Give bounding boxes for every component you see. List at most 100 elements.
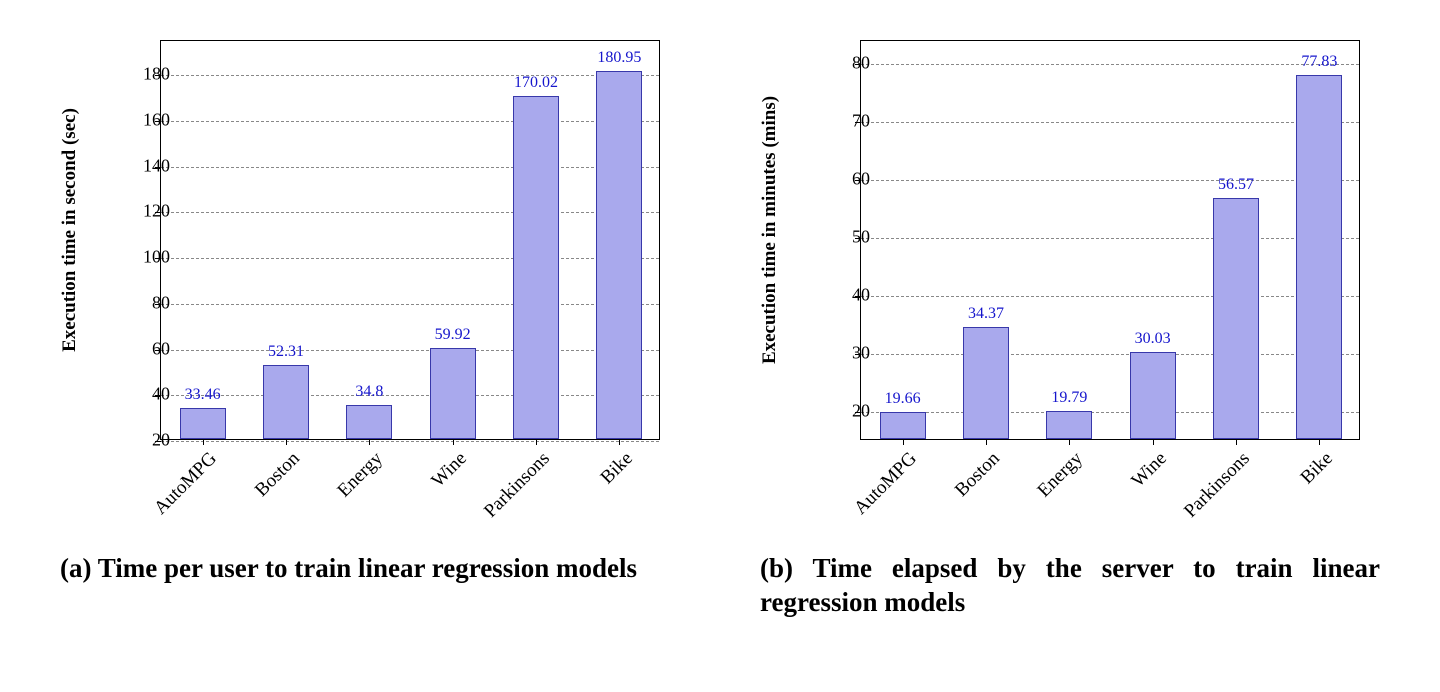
ytick-label: 180 [110, 64, 170, 85]
ytick-label: 60 [810, 169, 870, 190]
panel-a: 33.46 52.31 34.8 59.92 170.02 180.95 Executio… [60, 20, 680, 620]
gridline [861, 64, 1359, 65]
ytick-label: 40 [810, 285, 870, 306]
bar-rect [1213, 198, 1259, 439]
ytick-label: 20 [810, 401, 870, 422]
bar-rect [430, 348, 476, 439]
bar-value-label: 59.92 [421, 326, 485, 344]
bar-rect [596, 71, 642, 439]
xtick-mark [536, 439, 537, 445]
xtick-mark [453, 439, 454, 445]
xtick-mark [903, 439, 904, 445]
bar-value-label: 56.57 [1204, 176, 1268, 194]
gridline [861, 412, 1359, 413]
gridline [161, 258, 659, 259]
ytick-label: 80 [110, 292, 170, 313]
bar-value-label: 77.83 [1287, 53, 1351, 71]
bar-value-label: 19.66 [871, 390, 935, 408]
bar: 19.66 [880, 412, 926, 439]
bar-value-label: 30.03 [1121, 330, 1185, 348]
xtick-mark [1153, 439, 1154, 445]
ytick-label: 120 [110, 201, 170, 222]
xtick-label: Wine [378, 448, 471, 541]
bar: 170.02 [513, 96, 559, 439]
bar: 59.92 [430, 348, 476, 439]
bar: 33.46 [180, 408, 226, 439]
gridline [161, 395, 659, 396]
ytick-label: 40 [110, 384, 170, 405]
bar-rect [513, 96, 559, 439]
caption-a: (a) Time per user to train linear regres… [60, 552, 680, 586]
xtick-label: Energy [295, 448, 388, 541]
ytick-label: 100 [110, 247, 170, 268]
bar-value-label: 33.46 [171, 386, 235, 404]
xtick-mark [1069, 439, 1070, 445]
bar: 77.83 [1296, 75, 1342, 439]
xtick-label: Parkinsons [461, 448, 554, 541]
gridline [161, 75, 659, 76]
chart-b-ylabel: Execution time in minutes (mins) [759, 96, 781, 364]
gridline [861, 238, 1359, 239]
bar-rect [346, 405, 392, 439]
chart-a-area: 33.46 52.31 34.8 59.92 170.02 180.95 Executio… [60, 20, 680, 540]
xtick-label: Wine [1078, 448, 1171, 541]
gridline [861, 122, 1359, 123]
xtick-label: Boston [911, 448, 1004, 541]
bar: 52.31 [263, 365, 309, 439]
gridline [161, 350, 659, 351]
ytick-label: 70 [810, 111, 870, 132]
bar-value-label: 52.31 [254, 343, 318, 361]
ytick-label: 30 [810, 343, 870, 364]
xtick-label: Energy [995, 448, 1088, 541]
gridline [861, 296, 1359, 297]
bar-value-label: 180.95 [587, 49, 651, 67]
chart-a-plot: 33.46 52.31 34.8 59.92 170.02 180.95 [160, 40, 660, 440]
ytick-label: 80 [810, 53, 870, 74]
caption-b: (b) Time elapsed by the server to train … [760, 552, 1380, 620]
chart-a-ylabel: Execution time in second (sec) [59, 108, 81, 352]
xtick-mark [1236, 439, 1237, 445]
bar: 56.57 [1213, 198, 1259, 439]
xtick-mark [369, 439, 370, 445]
bar-rect [180, 408, 226, 439]
ytick-label: 20 [110, 430, 170, 451]
bar-rect [263, 365, 309, 439]
xtick-mark [286, 439, 287, 445]
panel-b: 19.66 34.37 19.79 30.03 56.57 77.83 Execution… [760, 20, 1380, 620]
xtick-label: Parkinsons [1161, 448, 1254, 541]
xtick-mark [203, 439, 204, 445]
gridline [161, 167, 659, 168]
gridline [161, 212, 659, 213]
xtick-label: AutoMPG [828, 448, 921, 541]
chart-b-area: 19.66 34.37 19.79 30.03 56.57 77.83 Execution… [760, 20, 1380, 540]
bar-value-label: 34.8 [337, 383, 401, 401]
gridline [861, 180, 1359, 181]
xtick-label: AutoMPG [128, 448, 221, 541]
ytick-label: 160 [110, 110, 170, 131]
gridline [861, 354, 1359, 355]
ytick-label: 140 [110, 155, 170, 176]
xtick-mark [619, 439, 620, 445]
bar: 19.79 [1046, 411, 1092, 439]
bar-rect [1296, 75, 1342, 439]
bar: 34.8 [346, 405, 392, 439]
xtick-label: Bike [1245, 448, 1338, 541]
bar-value-label: 19.79 [1037, 389, 1101, 407]
gridline [161, 304, 659, 305]
bar: 180.95 [596, 71, 642, 439]
bar-rect [880, 412, 926, 439]
bar: 34.37 [963, 327, 1009, 439]
bar: 30.03 [1130, 352, 1176, 439]
xtick-mark [986, 439, 987, 445]
gridline [161, 121, 659, 122]
bar-rect [963, 327, 1009, 439]
bar-rect [1130, 352, 1176, 439]
ytick-label: 60 [110, 338, 170, 359]
bar-value-label: 170.02 [504, 74, 568, 92]
xtick-mark [1319, 439, 1320, 445]
xtick-label: Bike [545, 448, 638, 541]
xtick-label: Boston [211, 448, 304, 541]
bar-value-label: 34.37 [954, 305, 1018, 323]
gridline [161, 441, 659, 442]
ytick-label: 50 [810, 227, 870, 248]
